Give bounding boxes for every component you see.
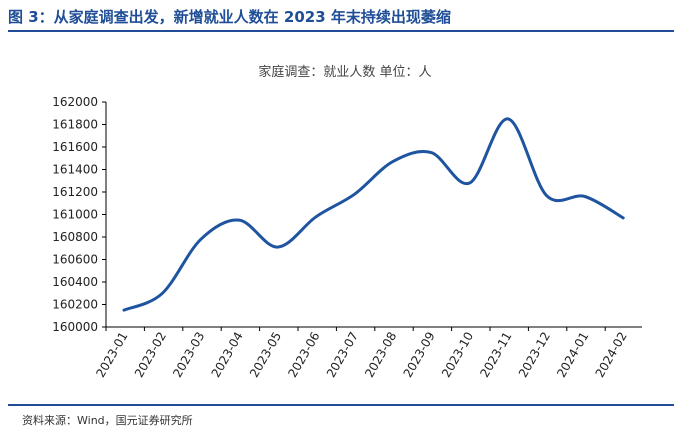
- y-tick-label: 161200: [52, 185, 98, 199]
- y-tick-label: 161800: [52, 118, 98, 132]
- x-tick-label: 2024-02: [593, 330, 630, 380]
- x-ticks: 2023-01 2023-02 2023-03 2023-04 2023-05 2023-…: [93, 327, 630, 380]
- y-tick-label: 160000: [52, 320, 98, 334]
- y-tick-label: 160600: [52, 253, 98, 267]
- footer-divider: [8, 404, 674, 406]
- source-note: 资料来源：Wind，国元证券研究所: [22, 414, 193, 427]
- x-tick-label: 2023-05: [247, 330, 284, 380]
- x-tick-label: 2023-01: [93, 330, 130, 380]
- x-tick-label: 2023-07: [324, 330, 361, 380]
- chart-title: 家庭调查：就业人数 单位：人: [258, 64, 431, 80]
- x-tick-label: 2023-04: [209, 330, 246, 380]
- title-divider: [8, 30, 674, 32]
- y-tick-label: 162000: [52, 95, 98, 109]
- line-chart: 家庭调查：就业人数 单位：人 1600001602001604001606001…: [52, 64, 642, 380]
- x-tick-label: 2023-06: [285, 330, 322, 380]
- y-tick-label: 160800: [52, 230, 98, 244]
- x-tick-label: 2023-11: [477, 330, 514, 380]
- x-tick-label: 2023-03: [170, 330, 207, 380]
- x-tick-label: 2023-09: [401, 330, 438, 380]
- y-tick-label: 161000: [52, 208, 98, 222]
- x-tick-label: 2024-01: [554, 330, 591, 380]
- y-tick-label: 161400: [52, 163, 98, 177]
- series-line: [122, 117, 625, 312]
- x-tick-label: 2023-02: [132, 330, 169, 380]
- x-tick-label: 2023-08: [362, 330, 399, 380]
- figure-title: 图 3：从家庭调查出发，新增就业人数在 2023 年末持续出现萎缩: [8, 8, 451, 26]
- y-tick-label: 160400: [52, 275, 98, 289]
- x-tick-label: 2023-10: [439, 329, 476, 379]
- x-tick-label: 2023-12: [516, 330, 553, 380]
- y-tick-label: 161600: [52, 140, 98, 154]
- y-tick-label: 160200: [52, 298, 98, 312]
- y-ticks: 160000 160200 160400 160600 160800 161000 1612…: [52, 95, 106, 334]
